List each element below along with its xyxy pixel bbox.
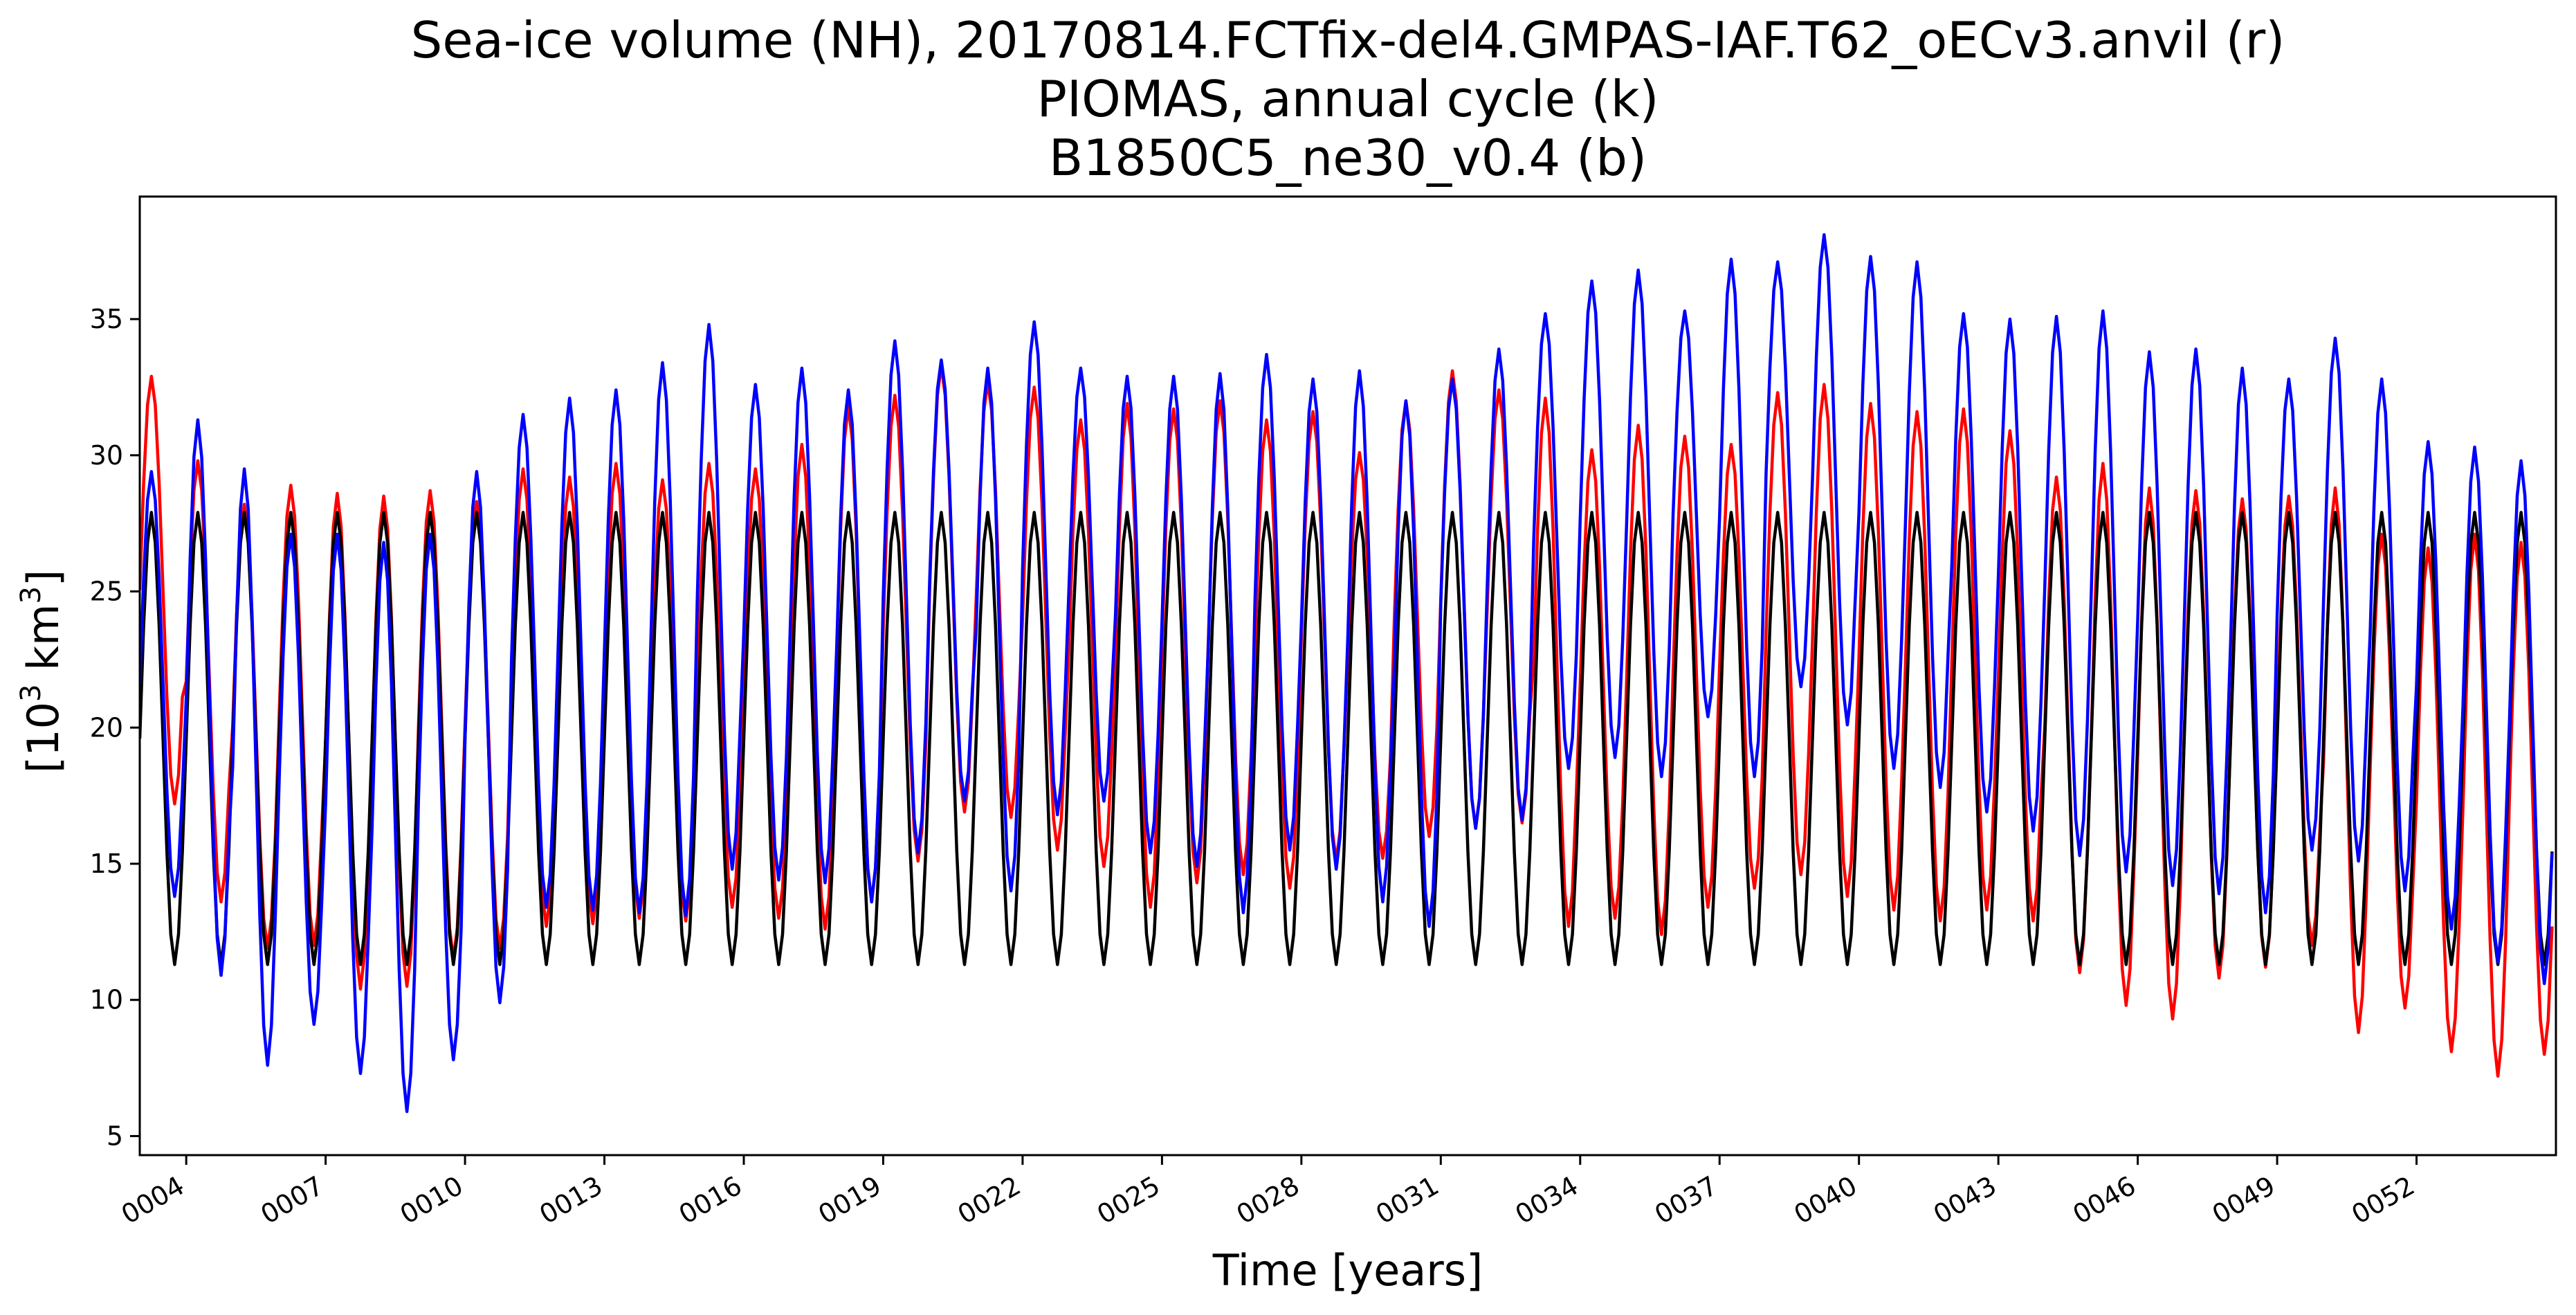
plot-frame	[138, 195, 2557, 1157]
y-tick-label: 10	[90, 985, 123, 1015]
plot-area	[140, 233, 2554, 1114]
y-axis-label: [103 km3]	[15, 570, 68, 773]
chart-title: Sea-ice volume (NH), 20170814.FCTfix-del…	[411, 11, 2285, 187]
series-b-line	[140, 233, 2554, 1114]
y-tick-label: 15	[90, 849, 123, 879]
title-line-2: PIOMAS, annual cycle (k)	[1036, 70, 1659, 128]
y-tick-label: 25	[90, 577, 123, 607]
x-axis-label: Time [years]	[1212, 1245, 1483, 1296]
title-line-1: Sea-ice volume (NH), 20170814.FCTfix-del…	[411, 11, 2285, 69]
y-tick-label: 35	[90, 304, 123, 334]
series-k-line	[140, 511, 2554, 966]
title-line-3: B1850C5_ne30_v0.4 (b)	[1049, 129, 1647, 187]
y-tick-label: 5	[107, 1121, 123, 1151]
y-tick-label: 30	[90, 440, 123, 471]
y-tick-label: 20	[90, 712, 123, 743]
